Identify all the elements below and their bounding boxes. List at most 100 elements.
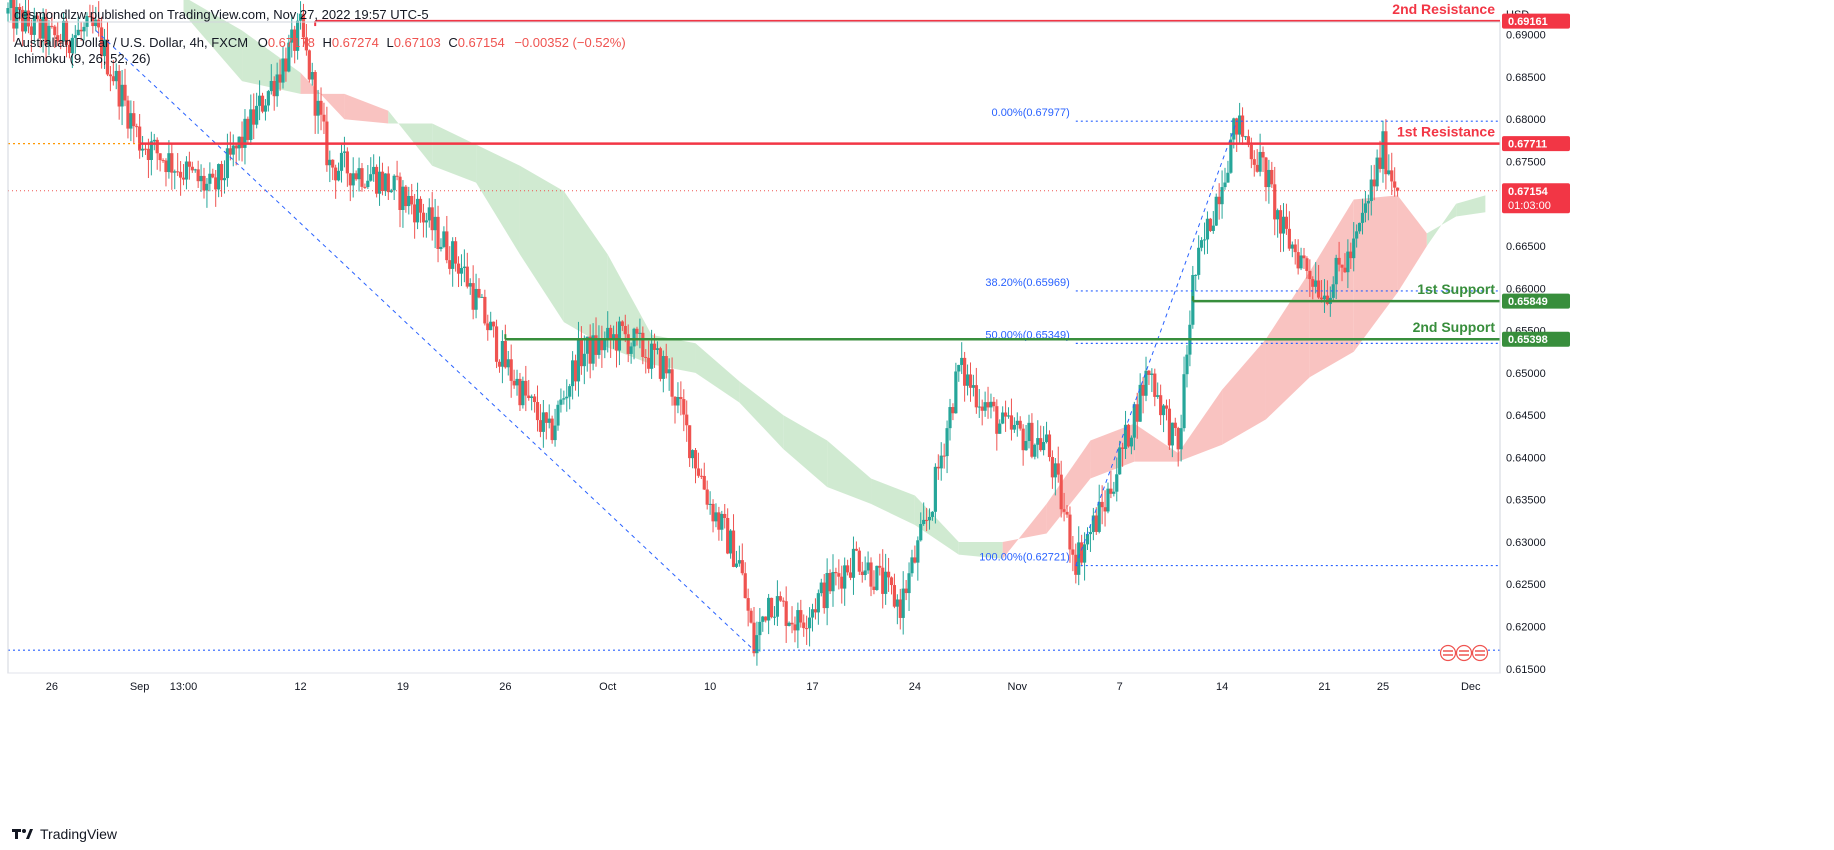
- calendar-flag-icon: [1439, 644, 1457, 662]
- candle-body: [26, 10, 31, 27]
- candle-body: [606, 327, 610, 339]
- candle-body: [407, 195, 411, 207]
- candle-body: [1208, 218, 1212, 231]
- candle-body: [1205, 218, 1210, 240]
- close-value: 0.67154: [457, 35, 505, 50]
- candle-body: [413, 204, 417, 223]
- current-price-tag-bg: [1502, 183, 1570, 214]
- candle-body: [214, 177, 218, 190]
- candle-body: [860, 571, 864, 576]
- candle-body: [869, 562, 873, 587]
- candle-body: [884, 571, 888, 594]
- candle-body: [1164, 405, 1169, 409]
- candle-body: [120, 84, 124, 107]
- candle-body: [21, 9, 25, 32]
- candle-body: [363, 186, 367, 188]
- candle-body: [336, 170, 341, 181]
- candle-body: [644, 356, 648, 358]
- candle-body: [866, 562, 870, 571]
- candle-body: [1030, 422, 1034, 457]
- candle-body: [834, 571, 838, 574]
- candle-body: [951, 407, 955, 414]
- candle-body: [1056, 463, 1060, 475]
- candle-body: [281, 58, 285, 83]
- candle-body: [240, 136, 244, 148]
- candle-body: [538, 420, 543, 432]
- candle-body: [73, 35, 77, 38]
- candle-body: [155, 139, 159, 154]
- y-tick-label: 0.69000: [1506, 30, 1546, 42]
- candle-body: [1317, 280, 1321, 298]
- candle-body: [176, 171, 180, 173]
- candle-body: [913, 557, 917, 563]
- candle-body: [1121, 447, 1125, 449]
- low-label: L: [386, 35, 394, 50]
- candle-body: [611, 334, 616, 340]
- candle-body: [638, 332, 642, 334]
- candle-body: [228, 148, 232, 155]
- candle-body: [813, 609, 818, 613]
- countdown-timer: 01:03:00: [1508, 200, 1551, 212]
- candle-body: [23, 10, 28, 32]
- candle-body: [152, 139, 156, 142]
- candle-body: [395, 175, 399, 177]
- candle-body: [617, 321, 622, 351]
- candle-body: [1360, 212, 1365, 223]
- candle-body: [600, 338, 604, 351]
- candle-body: [1357, 222, 1362, 232]
- candle-body: [231, 145, 235, 155]
- candle-body: [82, 26, 86, 32]
- tradingview-footer[interactable]: TradingView: [12, 826, 117, 842]
- candle-body: [500, 341, 505, 367]
- support-price-tag-bg: [1502, 331, 1570, 347]
- candle-body: [1276, 210, 1280, 220]
- trendline: [95, 30, 755, 651]
- open-value: 0.67178: [267, 35, 315, 50]
- candle-body: [410, 195, 414, 205]
- candle-body: [878, 565, 882, 568]
- candle-body: [799, 610, 803, 623]
- candle-body: [114, 70, 118, 82]
- candle-body: [1223, 182, 1227, 188]
- ichimoku-cloud-segment: [432, 123, 477, 183]
- candle-body: [1308, 270, 1312, 280]
- candle-body: [1366, 201, 1370, 204]
- high-value: 0.67274: [331, 35, 379, 50]
- candle-body: [1202, 239, 1207, 241]
- candle-body: [170, 153, 174, 173]
- candle-body: [919, 524, 923, 541]
- tradingview-logo-icon: [12, 829, 33, 839]
- candle-body: [47, 25, 51, 46]
- candle-body: [851, 548, 856, 578]
- candle-body: [1182, 374, 1186, 429]
- ichimoku-cloud-segment: [1397, 195, 1427, 293]
- candle-body: [562, 398, 566, 400]
- candle-body: [494, 326, 499, 362]
- candle-body: [269, 80, 273, 92]
- candle-body: [573, 360, 578, 382]
- ichimoku-cloud-segment: [695, 343, 740, 403]
- candle-body: [111, 76, 115, 82]
- candle-body: [761, 616, 765, 622]
- symbol-name[interactable]: Australian Dollar / U.S. Dollar, 4h, FXC…: [14, 35, 249, 50]
- ichimoku-cloud-segment: [958, 541, 1003, 559]
- candle-body: [1334, 257, 1338, 285]
- candle-body: [454, 241, 458, 264]
- indicator-legend[interactable]: Ichimoku (9, 26, 52, 26): [14, 51, 151, 66]
- candle-body: [717, 512, 721, 530]
- candle-body: [489, 321, 493, 331]
- candle-body: [334, 167, 338, 181]
- candle-body: [474, 288, 478, 310]
- candle-body: [85, 16, 89, 27]
- fib-level-label: 100.00%(0.62721): [979, 552, 1070, 564]
- candle-body: [831, 571, 835, 592]
- candle-body: [53, 26, 57, 36]
- ichimoku-cloud-segment: [1265, 271, 1310, 420]
- candle-body: [916, 540, 920, 563]
- candle-body: [731, 530, 736, 567]
- candle-body: [468, 283, 472, 287]
- candle-body: [1238, 115, 1242, 135]
- candle-body: [1059, 474, 1063, 510]
- candle-body: [1390, 170, 1394, 182]
